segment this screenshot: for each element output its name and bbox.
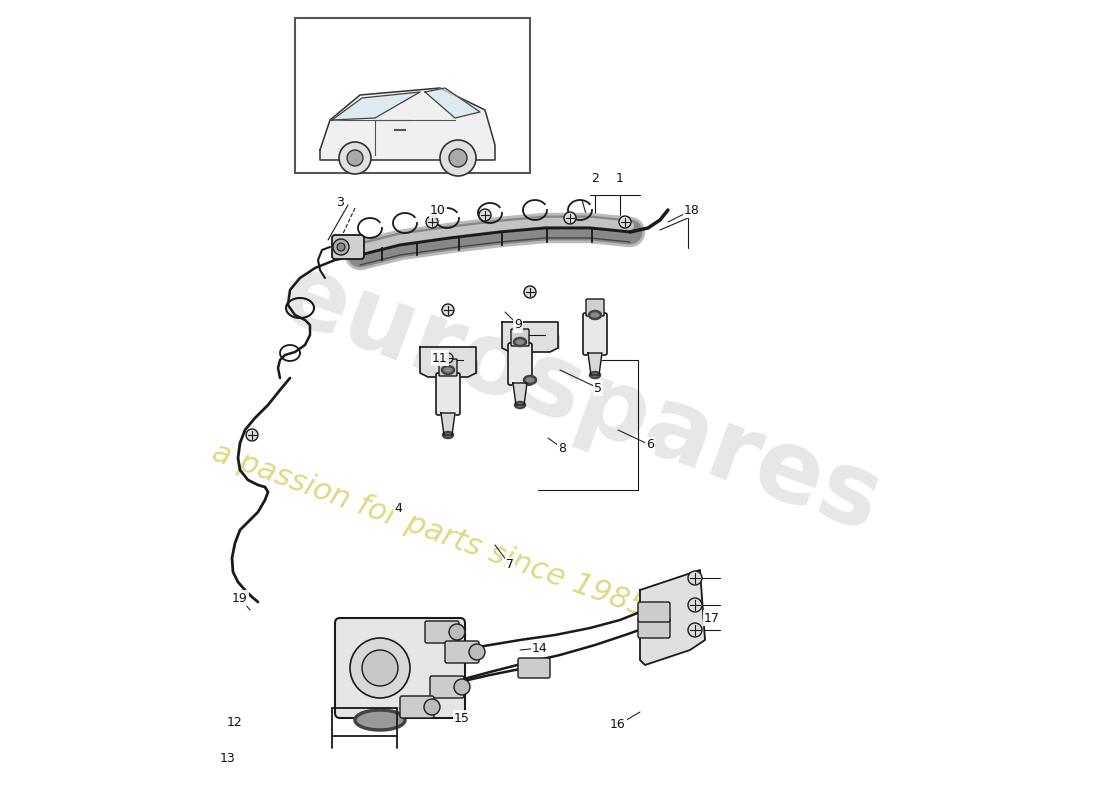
Circle shape (449, 624, 465, 640)
FancyBboxPatch shape (332, 235, 364, 259)
Text: a passion for parts since 1985: a passion for parts since 1985 (208, 438, 651, 622)
Circle shape (442, 304, 454, 316)
Ellipse shape (442, 366, 454, 374)
Text: 4: 4 (394, 502, 402, 514)
Text: 8: 8 (558, 442, 566, 454)
Text: 18: 18 (684, 203, 700, 217)
Polygon shape (640, 570, 705, 665)
Polygon shape (425, 88, 480, 118)
FancyBboxPatch shape (586, 299, 604, 316)
Text: 5: 5 (594, 382, 602, 394)
Circle shape (688, 598, 702, 612)
Text: 13: 13 (220, 751, 235, 765)
Ellipse shape (514, 338, 526, 346)
Circle shape (246, 429, 258, 441)
FancyBboxPatch shape (638, 618, 670, 638)
Bar (332, 708, 397, 736)
Circle shape (337, 243, 345, 251)
FancyBboxPatch shape (430, 676, 464, 698)
Ellipse shape (355, 710, 405, 730)
FancyBboxPatch shape (446, 641, 478, 663)
Text: 10: 10 (430, 203, 446, 217)
Circle shape (449, 149, 468, 167)
FancyBboxPatch shape (439, 359, 456, 376)
Polygon shape (332, 92, 420, 120)
Text: 7: 7 (506, 558, 514, 571)
FancyBboxPatch shape (638, 602, 670, 622)
FancyBboxPatch shape (425, 621, 459, 643)
Ellipse shape (590, 372, 600, 378)
Bar (295, 18, 530, 173)
Polygon shape (502, 322, 558, 352)
FancyBboxPatch shape (518, 658, 550, 678)
Circle shape (426, 216, 438, 228)
Circle shape (454, 679, 470, 695)
Text: 9: 9 (514, 318, 521, 331)
Circle shape (619, 216, 631, 228)
Ellipse shape (443, 432, 453, 438)
Circle shape (346, 150, 363, 166)
Circle shape (478, 209, 491, 221)
Circle shape (564, 212, 576, 224)
Circle shape (440, 140, 476, 176)
Text: 19: 19 (232, 591, 248, 605)
Text: 14: 14 (532, 642, 548, 654)
Text: 3: 3 (337, 195, 344, 209)
Circle shape (469, 644, 485, 660)
Text: 15: 15 (454, 711, 470, 725)
Text: 6: 6 (646, 438, 653, 451)
Polygon shape (441, 413, 455, 435)
Circle shape (424, 699, 440, 715)
Circle shape (688, 571, 702, 585)
FancyBboxPatch shape (436, 373, 460, 415)
Text: 17: 17 (704, 611, 719, 625)
Ellipse shape (588, 311, 601, 319)
Circle shape (688, 623, 702, 637)
FancyBboxPatch shape (508, 343, 532, 385)
FancyBboxPatch shape (336, 618, 465, 718)
Text: 2: 2 (591, 171, 598, 185)
Text: 16: 16 (610, 718, 626, 731)
Ellipse shape (524, 376, 536, 384)
Circle shape (333, 239, 349, 255)
Text: 12: 12 (227, 715, 243, 729)
Polygon shape (588, 353, 602, 375)
Text: 11: 11 (432, 351, 448, 365)
FancyBboxPatch shape (512, 329, 529, 346)
FancyBboxPatch shape (400, 696, 434, 718)
Circle shape (524, 286, 536, 298)
FancyBboxPatch shape (583, 313, 607, 355)
Polygon shape (420, 347, 476, 377)
Circle shape (443, 353, 453, 363)
Polygon shape (513, 383, 527, 405)
Text: 1: 1 (616, 171, 624, 185)
Circle shape (350, 638, 410, 698)
Ellipse shape (515, 402, 525, 408)
Circle shape (362, 650, 398, 686)
Circle shape (339, 142, 371, 174)
Polygon shape (320, 88, 495, 160)
Text: eurospares: eurospares (266, 246, 893, 554)
